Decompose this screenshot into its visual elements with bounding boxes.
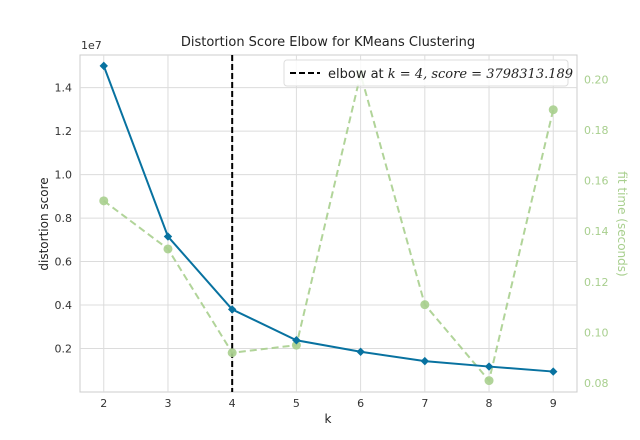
y2-tick-label: 0.10 [584,326,609,339]
distortion-point [292,336,301,345]
y2-axis-label: fit time (seconds) [615,171,629,276]
distortion-point [356,347,365,356]
y-offset-label: 1e7 [81,39,102,52]
x-axis-label: k [325,412,332,426]
y2-tick-label: 0.18 [584,124,609,137]
y-tick-label: 1.4 [55,82,73,95]
fit-time-point [99,196,109,206]
y-tick-label: 0.4 [55,299,73,312]
y2-tick-label: 0.20 [584,73,609,86]
legend: elbow at k = 4, score = 3798313.189 [283,59,573,87]
fit-time-point [548,105,558,115]
fit-time-point [163,244,173,254]
legend-elbow-label: elbow at k = 4, score = 3798313.189 [328,67,573,82]
y-tick-label: 1.0 [55,169,73,182]
y-axis-label: distortion score [37,177,51,270]
x-tick-label: 6 [357,397,364,410]
legend-prefix: elbow at [328,67,388,82]
distortion-point [484,362,494,371]
y-tick-label: 0.6 [55,256,73,269]
chart-title: Distortion Score Elbow for KMeans Cluste… [181,35,475,50]
legend-math: k = 4, score = 3798313.189 [388,67,573,82]
fit-time-line [103,73,555,383]
distortion-point [227,305,237,314]
legend-box [283,59,569,87]
y-tick-label: 0.2 [55,343,73,356]
y2-tick-label: 0.08 [584,377,609,390]
y2-axis-ticks: 0.08 0.10 0.12 0.14 0.16 0.18 0.20 [584,73,609,390]
x-axis-ticks: 2 3 4 5 6 7 8 9 [100,397,556,410]
fit-time-point [291,340,301,350]
x-tick-label: 3 [164,397,171,410]
fit-time-point [420,300,430,310]
y2-tick-label: 0.14 [584,225,609,238]
distortion-point [99,61,108,71]
y-tick-label: 1.2 [55,125,73,138]
y2-tick-label: 0.12 [584,276,609,289]
y-axis-ticks: 0.2 0.4 0.6 0.8 1.0 1.2 1.4 [55,82,73,356]
x-tick-label: 9 [550,397,557,410]
fit-time-point [484,376,494,386]
grid-lines [80,55,577,392]
distortion-line [102,65,554,373]
x-tick-label: 4 [229,397,236,410]
x-tick-label: 7 [421,397,428,410]
plot-background [79,54,578,393]
x-tick-label: 2 [100,397,107,410]
distortion-point [549,367,558,376]
x-tick-label: 8 [486,397,493,410]
distortion-point [420,356,430,366]
distortion-point [163,232,173,241]
fit-time-point [227,348,237,358]
x-tick-label: 5 [293,397,300,410]
y-tick-label: 0.8 [55,212,73,225]
y2-tick-label: 0.16 [584,175,609,188]
